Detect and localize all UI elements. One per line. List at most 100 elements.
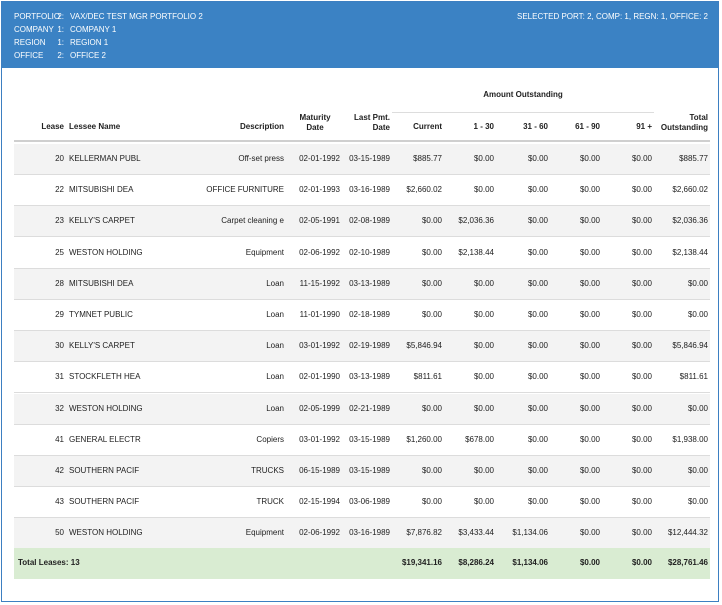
cell-1-30: $0.00: [473, 372, 494, 382]
col-header-lessee: Lessee Name: [69, 122, 121, 131]
cell-current: $811.61: [413, 372, 442, 382]
cell-1-30: $678.00: [465, 434, 494, 444]
table-row: 25 WESTON HOLDING Equipment 02-06-1992 02-10…: [14, 238, 710, 269]
cell-maturity-date: 02-06-1992: [299, 247, 340, 257]
cell-61-90: $0.00: [579, 403, 600, 413]
header-row-portfolio: PORTFOLIO2: VAX/DEC TEST MGR PORTFOLIO 2: [14, 10, 203, 23]
cell-lease: 22: [55, 185, 64, 195]
cell-current: $0.00: [421, 278, 442, 288]
header-key: PORTFOLIO: [14, 12, 61, 21]
cell-61-90: $0.00: [579, 278, 600, 288]
cell-current: $7,876.82: [406, 528, 442, 538]
cell-91-plus: $0.00: [631, 247, 652, 257]
cell-description: Carpet cleaning e: [221, 216, 284, 226]
totals-current: $19,341.16: [401, 558, 442, 567]
cell-lessee-name: SOUTHERN PACIF: [69, 497, 140, 507]
cell-description: Copiers: [256, 434, 284, 444]
cell-description: OFFICE FURNITURE: [206, 185, 284, 195]
totals-row: Total Leases: 13 $19,341.16 $8,286.24 $1…: [14, 548, 710, 579]
cell-31-60: $0.00: [527, 372, 548, 382]
header-row-company: COMPANY 1: COMPANY 1: [14, 23, 116, 36]
totals-31-60: $1,134.06: [512, 558, 548, 567]
cell-91-plus: $0.00: [631, 528, 652, 538]
cell-61-90: $0.00: [579, 154, 600, 163]
header-row-region: REGION 1: REGION 1: [14, 36, 108, 49]
cell-maturity-date: 02-01-1992: [299, 154, 340, 163]
cell-total-outstanding: $811.61: [679, 372, 708, 382]
col-header-current: Current: [413, 122, 442, 131]
cell-61-90: $0.00: [579, 247, 600, 257]
cell-31-60: $0.00: [527, 341, 548, 351]
cell-maturity-date: 02-01-1993: [299, 185, 340, 195]
header-key: REGION: [14, 38, 46, 47]
cell-lessee-name: KELLY'S CARPET: [69, 216, 135, 226]
table-row: 20 KELLERMAN PUBL Off-set press 02-01-1992 0…: [14, 144, 710, 175]
header-value: COMPANY 1: [70, 25, 117, 34]
cell-91-plus: $0.00: [631, 372, 652, 382]
cell-last-pmt-date: 03-13-1989: [349, 372, 390, 382]
header-num: 1:: [57, 25, 64, 34]
cell-current: $2,660.02: [406, 185, 442, 195]
cell-91-plus: $0.00: [631, 278, 652, 288]
cell-lessee-name: MITSUBISHI DEA: [69, 278, 134, 288]
cell-description: Off-set press: [238, 154, 284, 163]
totals-label: Total Leases: 13: [18, 558, 80, 567]
cell-maturity-date: 11-15-1992: [299, 278, 340, 288]
cell-lease: 29: [55, 310, 64, 319]
header-divider: [14, 140, 710, 142]
cell-31-60: $0.00: [527, 247, 548, 257]
cell-lease: 43: [55, 497, 64, 507]
col-header-maturity: Maturity Date: [290, 113, 340, 133]
table-row: 42 SOUTHERN PACIF TRUCKS 06-15-1989 03-15-19…: [14, 456, 710, 487]
cell-lessee-name: GENERAL ELECTR: [69, 434, 141, 444]
report-header: PORTFOLIO2: VAX/DEC TEST MGR PORTFOLIO 2 …: [2, 2, 718, 68]
col-header-total-line2: Outstanding: [660, 123, 708, 132]
cell-last-pmt-date: 03-16-1989: [349, 528, 390, 538]
totals-1-30: $8,286.24: [458, 558, 494, 567]
cell-61-90: $0.00: [579, 497, 600, 507]
table-row: 23 KELLY'S CARPET Carpet cleaning e 02-05-1…: [14, 206, 710, 238]
header-num: 2:: [57, 12, 64, 21]
cell-lease: 20: [55, 154, 64, 163]
cell-91-plus: $0.00: [631, 497, 652, 507]
cell-total-outstanding: $0.00: [687, 497, 708, 507]
cell-description: TRUCKS: [251, 466, 284, 475]
totals-total-outstanding: $28,761.46: [667, 558, 708, 567]
table-row: 32 WESTON HOLDING Loan 02-05-1999 02-21-1989…: [14, 393, 710, 425]
cell-1-30: $0.00: [473, 341, 494, 351]
header-num: 1:: [57, 38, 64, 47]
cell-lease: 25: [55, 247, 64, 257]
cell-maturity-date: 02-05-1999: [299, 403, 340, 413]
amount-outstanding-group-header: Amount Outstanding: [483, 90, 563, 99]
cell-total-outstanding: $0.00: [687, 278, 708, 288]
cell-current: $0.00: [421, 216, 442, 226]
table-row: 41 GENERAL ELECTR Copiers 03-01-1992 03-15-1…: [14, 425, 710, 456]
cell-description: Loan: [266, 310, 284, 319]
cell-maturity-date: 02-06-1992: [299, 528, 340, 538]
cell-current: $0.00: [421, 466, 442, 475]
cell-61-90: $0.00: [579, 434, 600, 444]
header-key: OFFICE: [14, 51, 44, 60]
cell-lease: 42: [55, 466, 64, 475]
cell-lease: 23: [55, 216, 64, 226]
col-header-last-pmt-line1: Last Pmt.: [353, 113, 390, 122]
cell-maturity-date: 02-05-1991: [299, 216, 340, 226]
cell-total-outstanding: $2,036.36: [672, 216, 708, 226]
cell-last-pmt-date: 02-19-1989: [349, 341, 390, 351]
cell-last-pmt-date: 03-13-1989: [349, 278, 390, 288]
cell-91-plus: $0.00: [631, 434, 652, 444]
totals-91-plus: $0.00: [631, 558, 652, 567]
header-value: REGION 1: [70, 38, 109, 47]
cell-91-plus: $0.00: [631, 310, 652, 319]
cell-lessee-name: KELLERMAN PUBL: [69, 154, 141, 163]
cell-61-90: $0.00: [579, 216, 600, 226]
table-row: 50 WESTON HOLDING Equipment 02-06-1992 03-16…: [14, 518, 710, 550]
cell-91-plus: $0.00: [631, 403, 652, 413]
cell-1-30: $0.00: [473, 310, 494, 319]
cell-description: Equipment: [245, 247, 284, 257]
cell-maturity-date: 03-01-1992: [299, 434, 340, 444]
col-header-lease: Lease: [41, 122, 64, 131]
cell-31-60: $0.00: [527, 310, 548, 319]
cell-31-60: $0.00: [527, 403, 548, 413]
